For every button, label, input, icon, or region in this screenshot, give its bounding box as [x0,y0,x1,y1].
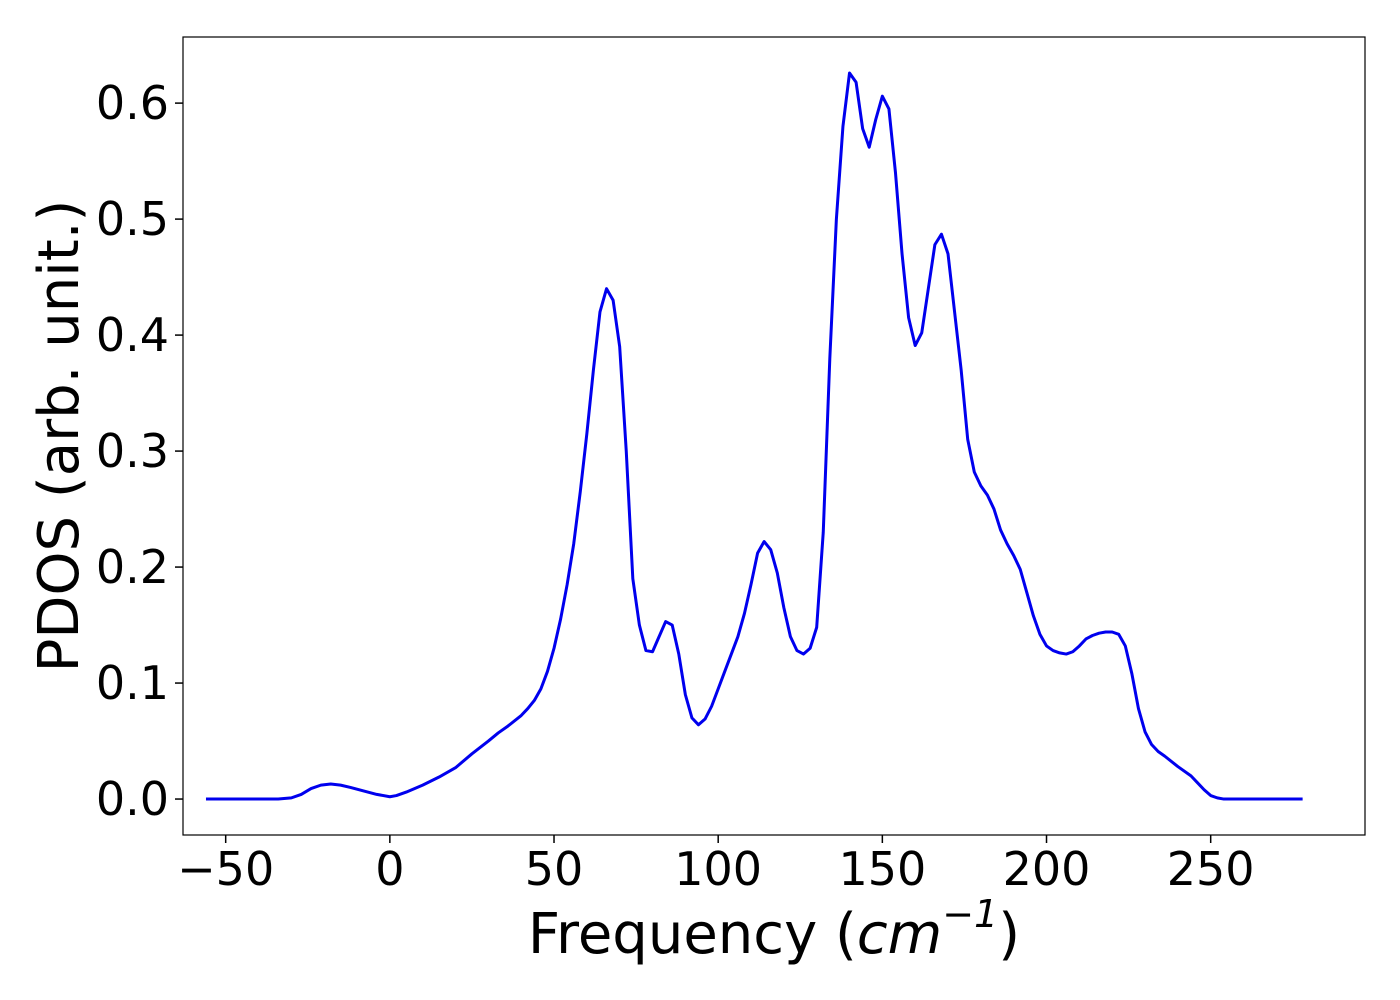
x-tick-label: 100 [674,842,762,896]
x-tick-label: 50 [525,842,584,896]
y-tick-label: 0.5 [96,192,169,246]
series-line-0 [205,71,1303,801]
y-tick-label: 0.1 [96,656,169,710]
y-axis-label: PDOS (arb. unit.) [27,200,92,673]
x-tick-label: 0 [375,842,404,896]
ticks-layer: −50 0 50 100 150 200 250 0.0 0.1 0.2 0.3 0.4 0.5 0.6 [96,76,1255,896]
x-axis-label-close: ) [998,902,1020,967]
x-tick-label: 250 [1167,842,1255,896]
y-tick-label: 0.6 [96,76,169,130]
x-tick-label: 200 [1003,842,1091,896]
y-tick-label: 0.3 [96,424,169,478]
x-axis-label: Frequency (cm−1) [528,892,1020,967]
x-axis-label-unit: cm [857,902,942,967]
x-tick-label: 150 [838,842,926,896]
y-tick-label: 0.2 [96,540,169,594]
plot-layer [205,71,1303,801]
x-axis-label-exponent: −1 [942,892,998,936]
y-tick-label: 0.0 [96,772,169,826]
x-tick-label: −50 [177,842,274,896]
y-tick-label: 0.4 [96,308,169,362]
plot-frame [182,36,1366,836]
